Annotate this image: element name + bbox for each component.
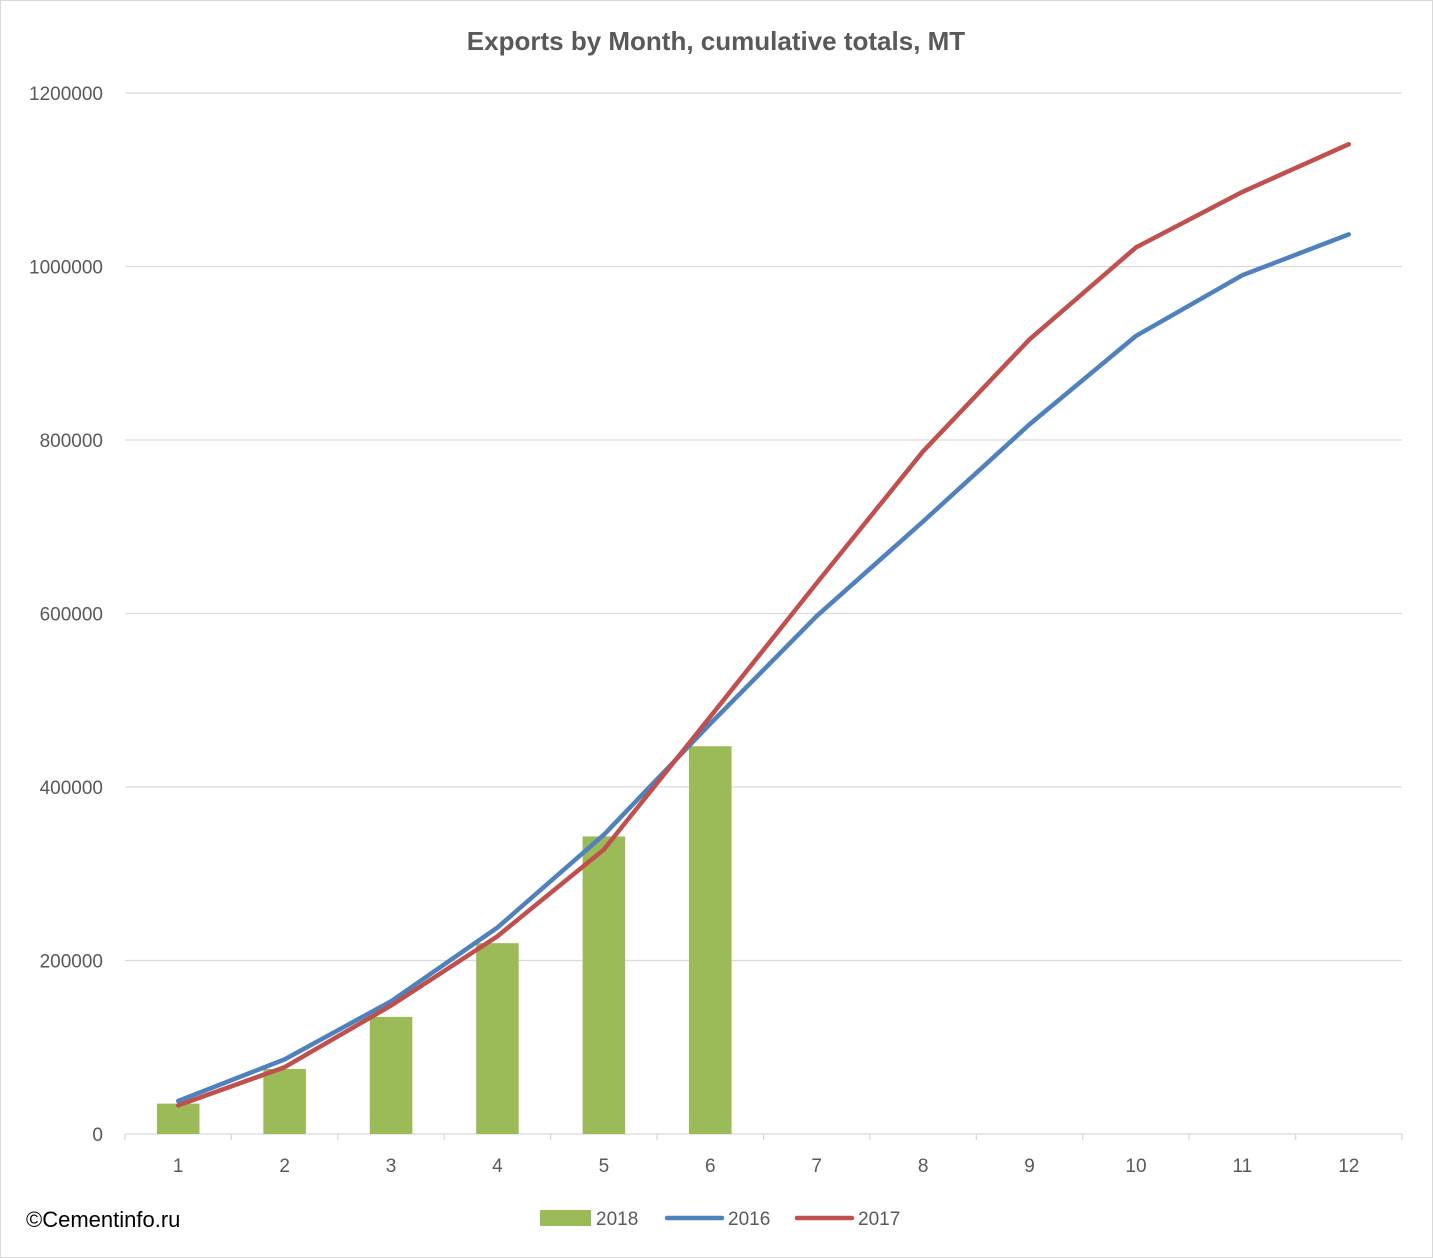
legend-label-2016: 2016 bbox=[728, 1209, 770, 1230]
x-tick-label: 9 bbox=[1024, 1156, 1035, 1177]
x-tick-label: 11 bbox=[1233, 1156, 1253, 1177]
x-tick-label: 5 bbox=[599, 1156, 610, 1177]
x-tick-label: 8 bbox=[918, 1156, 929, 1177]
legend-swatch-2018 bbox=[540, 1210, 591, 1226]
gridlines bbox=[125, 92, 1402, 1135]
chart-title: Exports by Month, cumulative totals, MT bbox=[467, 26, 965, 56]
y-tick-label: 200000 bbox=[40, 952, 103, 973]
y-tick-label: 1200000 bbox=[29, 84, 103, 105]
bar-2018-1 bbox=[156, 1103, 200, 1134]
watermark-text: ©Cementinfo.ru bbox=[26, 1207, 180, 1232]
bar-2018-5 bbox=[582, 836, 626, 1134]
bar-series bbox=[156, 746, 732, 1134]
line-series-2016 bbox=[175, 232, 1352, 1104]
x-axis-tick-labels: 1 2 3 4 5 6 7 8 9 10 11 12 bbox=[124, 1134, 1403, 1177]
legend: 2018 2016 2017 bbox=[540, 1209, 900, 1230]
x-tick-label: 12 bbox=[1338, 1156, 1359, 1177]
x-tick-label: 3 bbox=[386, 1156, 397, 1177]
x-tick-label: 7 bbox=[811, 1156, 822, 1177]
x-tick-label: 4 bbox=[492, 1156, 503, 1177]
y-tick-label: 600000 bbox=[40, 605, 103, 626]
bar-2018-2 bbox=[263, 1068, 306, 1134]
x-tick-label: 2 bbox=[279, 1156, 290, 1177]
x-tick-label: 6 bbox=[705, 1156, 716, 1177]
bar-2018-3 bbox=[369, 1016, 413, 1134]
y-tick-label: 800000 bbox=[40, 431, 103, 452]
legend-label-2018: 2018 bbox=[596, 1209, 638, 1230]
y-tick-label: 400000 bbox=[40, 778, 103, 799]
legend-label-2017: 2017 bbox=[858, 1209, 900, 1230]
bar-2018-4 bbox=[476, 943, 519, 1134]
y-tick-label: 0 bbox=[92, 1125, 103, 1146]
y-axis-tick-labels: 0 200000 400000 600000 800000 1000000 1200000 bbox=[29, 84, 103, 1146]
bar-2018-6 bbox=[689, 746, 732, 1134]
x-tick-label: 10 bbox=[1125, 1156, 1146, 1177]
line-series bbox=[175, 141, 1352, 1108]
y-tick-label: 1000000 bbox=[29, 258, 103, 279]
x-tick-label: 1 bbox=[173, 1156, 184, 1177]
line-series-2017 bbox=[175, 141, 1352, 1108]
